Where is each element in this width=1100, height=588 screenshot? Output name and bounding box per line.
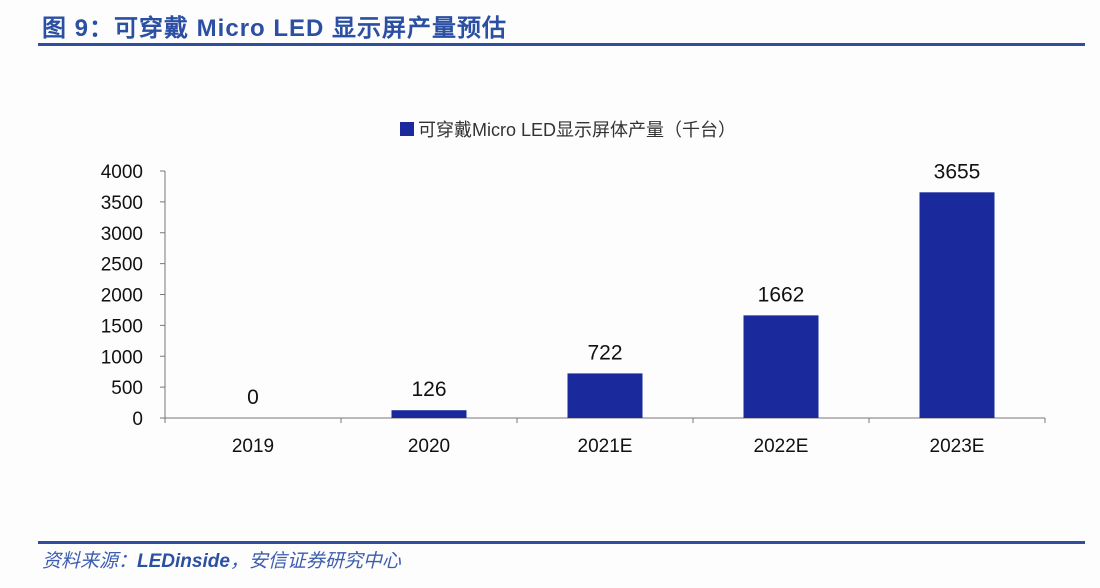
x-tick-label: 2019 <box>232 436 274 457</box>
legend-swatch <box>400 122 414 136</box>
data-label: 0 <box>247 386 259 409</box>
source-suffix: ，安信证券研究中心 <box>229 551 401 572</box>
y-tick-label: 0 <box>132 409 143 430</box>
source-note: 资料来源：LEDinside，安信证券研究中心 <box>42 546 401 573</box>
x-tick-label: 2020 <box>408 436 450 457</box>
x-tick-label: 2021E <box>578 436 633 457</box>
data-label: 3655 <box>934 160 981 183</box>
source-rule <box>38 541 1085 544</box>
title-rule <box>38 43 1085 46</box>
source-prefix: 资料来源： <box>42 551 138 572</box>
bar <box>919 192 995 418</box>
y-tick-label: 2000 <box>101 286 143 307</box>
y-tick-label: 2500 <box>101 255 143 276</box>
data-label: 722 <box>587 341 622 364</box>
data-label: 126 <box>411 378 446 401</box>
figure-title: 图 9：可穿戴 Micro LED 显示屏产量预估 <box>42 15 508 42</box>
y-tick-label: 4000 <box>101 162 143 183</box>
data-label: 1662 <box>758 283 805 306</box>
y-tick-label: 500 <box>111 378 143 399</box>
bar <box>743 315 819 418</box>
bar <box>391 410 467 418</box>
y-tick-label: 1000 <box>101 347 143 368</box>
y-tick-label: 3000 <box>101 224 143 245</box>
x-tick-label: 2023E <box>930 436 985 457</box>
y-tick-label: 3500 <box>101 193 143 214</box>
y-tick-label: 1500 <box>101 316 143 337</box>
bar <box>567 373 643 418</box>
source-main: LEDinside <box>137 551 230 572</box>
x-tick-label: 2022E <box>754 436 809 457</box>
legend-label: 可穿戴Micro LED显示屏体产量（千台） <box>418 120 736 140</box>
